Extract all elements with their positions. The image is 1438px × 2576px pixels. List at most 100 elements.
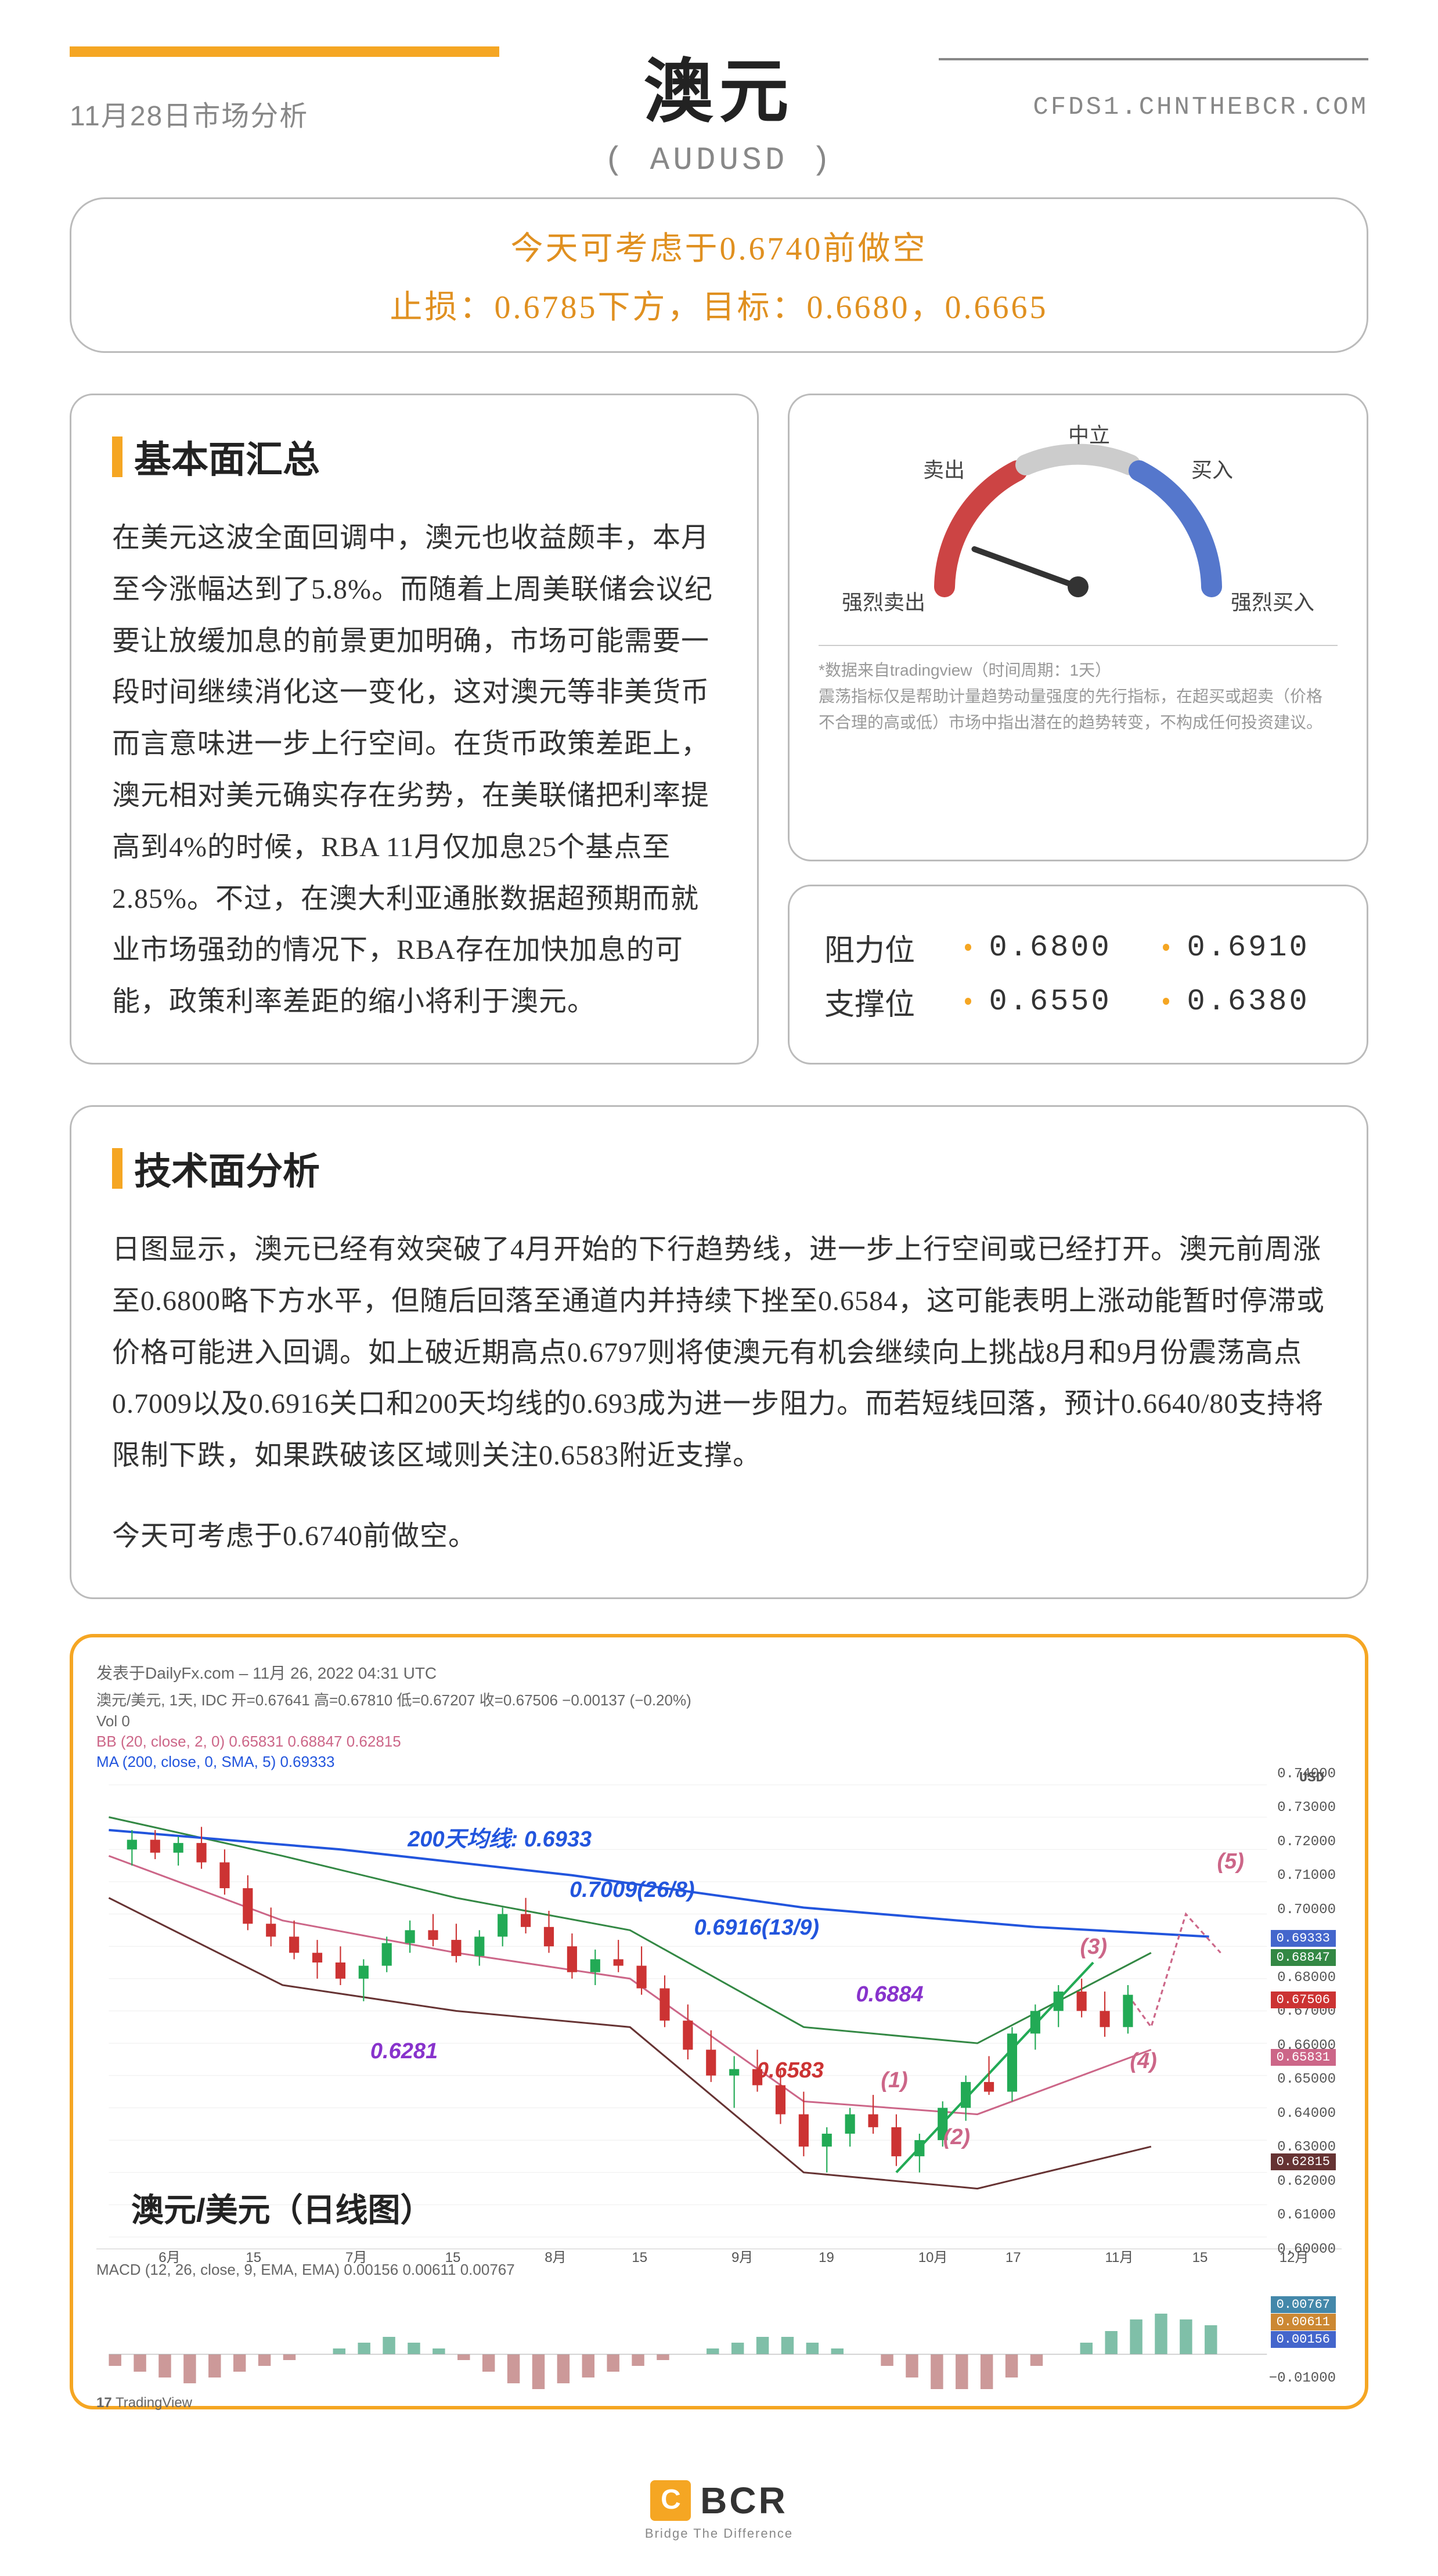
chart-area: 200天均线: 0.6933 0.7009(26/8) 0.6916(13/9) 0.… (96, 1773, 1342, 2383)
trade-idea-line1: 今天可考虑于0.6740前做空 (106, 222, 1332, 269)
trade-idea-line2: 止损：0.6785下方，目标：0.6680，0.6665 (106, 281, 1332, 328)
chart-panel: 发表于DailyFx.com – 11月 26, 2022 04:31 UTC … (70, 1634, 1368, 2409)
footer: BCR Bridge The Difference (0, 2456, 1438, 2576)
gauge-note-source: *数据来自tradingview（时间周期：1天） (819, 658, 1338, 684)
accent-bar-icon (112, 1148, 122, 1189)
y-axis-tick: 0.71000 (1277, 1868, 1336, 1884)
price-chart-svg (96, 1773, 1342, 2249)
price-tag: 0.69333 (1271, 1930, 1336, 1947)
y-axis-tick: 0.61000 (1277, 2207, 1336, 2223)
accent-bar-icon (112, 436, 122, 477)
x-axis-tick: 9月 (731, 2246, 753, 2266)
chart-meta-macd: MACD (12, 26, close, 9, EMA, EMA) 0.0015… (96, 2261, 1342, 2279)
y-axis-tick: 0.62000 (1277, 2174, 1336, 2189)
y-axis-tick: 0.65000 (1277, 2072, 1336, 2087)
levels-panel: 阻力位 0.6800 0.6910 支撑位 0.6550 0.6380 (788, 885, 1368, 1065)
header-date: 11月28日市场分析 (70, 93, 308, 134)
gauge-svg (875, 424, 1281, 610)
price-tag: 0.68847 (1271, 1949, 1336, 1966)
header-accent-right (939, 58, 1368, 60)
x-axis-tick: 12月 (1280, 2246, 1309, 2266)
support-val-2: 0.6380 (1187, 984, 1332, 1019)
gauge-label-strong-sell: 强烈卖出 (842, 586, 925, 616)
chart-annotation: 0.6281 (370, 2039, 438, 2064)
fundamental-panel: 基本面汇总 在美元这波全面回调中，澳元也收益颇丰，本月至今涨幅达到了5.8%。而… (70, 394, 759, 1065)
usd-axis-label: USD (1299, 1770, 1324, 1786)
chart-meta-vol: Vol 0 (96, 1712, 1342, 1730)
chart-annotation: (3) (1080, 1935, 1107, 1960)
chart-annotation: 0.6583 (756, 2058, 824, 2083)
chart-annotation: 0.6916(13/9) (694, 1915, 820, 1940)
macd-tag: 0.00156 (1271, 2331, 1336, 2348)
support-row: 支撑位 0.6550 0.6380 (824, 980, 1332, 1023)
technical-title: 技术面分析 (134, 1142, 320, 1195)
chart-annotation: (2) (943, 2125, 970, 2150)
resistance-val-2: 0.6910 (1187, 930, 1332, 965)
fundamental-title: 基本面汇总 (134, 430, 320, 484)
chart-annotation: 0.6884 (856, 1982, 923, 2007)
chart-annotation: (4) (1130, 2049, 1156, 2074)
fundamental-body: 在美元这波全面回调中，澳元也收益颇丰，本月至今涨幅达到了5.8%。而随着上周美联… (112, 513, 716, 1028)
chart-annotation: 200天均线: 0.6933 (408, 1821, 592, 1853)
dot-icon (965, 998, 972, 1005)
gauge-label-buy: 买入 (1191, 453, 1233, 484)
x-axis-tick: 17 (1005, 2250, 1021, 2266)
footer-brand: BCR (700, 2479, 788, 2522)
x-axis-tick: 6月 (158, 2246, 180, 2266)
y-axis-tick: 0.68000 (1277, 1970, 1336, 1986)
two-column-row: 基本面汇总 在美元这波全面回调中，澳元也收益颇丰，本月至今涨幅达到了5.8%。而… (70, 394, 1368, 1065)
dot-icon (965, 944, 972, 951)
chart-meta-bb: BB (20, close, 2, 0) 0.65831 0.68847 0.6… (96, 1733, 1342, 1751)
gauge-label-sell: 卖出 (923, 453, 965, 484)
macd-tag: 0.00611 (1271, 2314, 1336, 2330)
logo-icon (650, 2480, 691, 2521)
x-axis-tick: 8月 (545, 2246, 566, 2266)
chart-annotation: (1) (881, 2068, 907, 2093)
macd-tag: 0.00767 (1271, 2296, 1336, 2313)
x-axis-tick: 7月 (345, 2246, 367, 2266)
macd-chart-svg (96, 2285, 1342, 2389)
fundamental-title-row: 基本面汇总 (112, 430, 716, 484)
header: 11月28日市场分析 CFDS1.CHNTHEBCR.COM 澳元 ( AUDU… (0, 0, 1438, 163)
header-accent-left (70, 46, 499, 57)
technical-body: 日图显示，澳元已经有效突破了4月开始的下行趋势线，进一步上行空间或已经打开。澳元… (112, 1224, 1326, 1482)
resistance-row: 阻力位 0.6800 0.6910 (824, 926, 1332, 969)
header-url: CFDS1.CHNTHEBCR.COM (1033, 93, 1368, 122)
price-tag: 0.65831 (1271, 2049, 1336, 2066)
y-axis-tick: 0.64000 (1277, 2106, 1336, 2122)
x-axis-tick: 11月 (1105, 2246, 1133, 2266)
content: 今天可考虑于0.6740前做空 止损：0.6785下方，目标：0.6680，0.… (0, 163, 1438, 2409)
gauge-note-text: 震荡指标仅是帮助计量趋势动量强度的先行指标，在超买或超卖（价格不合理的高或低）市… (819, 684, 1338, 736)
gauge-label-strong-buy: 强烈买入 (1231, 586, 1314, 616)
trade-idea-box: 今天可考虑于0.6740前做空 止损：0.6785下方，目标：0.6680，0.… (70, 197, 1368, 353)
chart-source: 发表于DailyFx.com – 11月 26, 2022 04:31 UTC (96, 1661, 1342, 1684)
x-axis-tick: 15 (246, 2250, 261, 2266)
y-axis-tick: 0.73000 (1277, 1800, 1336, 1816)
technical-conclusion: 今天可考虑于0.6740前做空。 (112, 1511, 1326, 1563)
footer-tagline: Bridge The Difference (0, 2526, 1438, 2541)
support-label: 支撑位 (824, 980, 936, 1023)
resistance-label: 阻力位 (824, 926, 936, 969)
x-axis-tick: 19 (819, 2250, 834, 2266)
macd-chart: 0.007670.006110.00156 −0.01000 (96, 2285, 1342, 2389)
resistance-val-1: 0.6800 (989, 930, 1134, 965)
page: 11月28日市场分析 CFDS1.CHNTHEBCR.COM 澳元 ( AUDU… (0, 0, 1438, 2576)
technical-title-row: 技术面分析 (112, 1142, 1326, 1195)
x-axis-tick: 15 (632, 2250, 647, 2266)
chart-meta-ma: MA (200, close, 0, SMA, 5) 0.69333 (96, 1753, 1342, 1771)
support-val-1: 0.6550 (989, 984, 1134, 1019)
right-column: 强烈卖出 卖出 中立 买入 强烈买入 *数据来自tradingview（时间周期… (788, 394, 1368, 1065)
chart-meta-ohlc: 澳元/美元, 1天, IDC 开=0.67641 高=0.67810 低=0.6… (96, 1689, 1342, 1710)
dot-icon (1163, 998, 1170, 1005)
tradingview-label: 17 TradingView (96, 2395, 1342, 2411)
x-axis-tick: 15 (1192, 2250, 1208, 2266)
dot-icon (1163, 944, 1170, 951)
price-chart: 200天均线: 0.6933 0.7009(26/8) 0.6916(13/9) 0.… (96, 1773, 1342, 2249)
chart-annotation: (5) (1217, 1849, 1244, 1874)
x-axis-tick: 15 (445, 2250, 461, 2266)
macd-baseline-label: −0.01000 (1269, 2371, 1336, 2386)
chart-annotation: 0.7009(26/8) (570, 1878, 695, 1903)
y-axis-tick: 0.72000 (1277, 1834, 1336, 1850)
price-tag: 0.67506 (1271, 1991, 1336, 2008)
chart-title-overlay: 澳元/美元（日线图） (131, 2184, 433, 2231)
